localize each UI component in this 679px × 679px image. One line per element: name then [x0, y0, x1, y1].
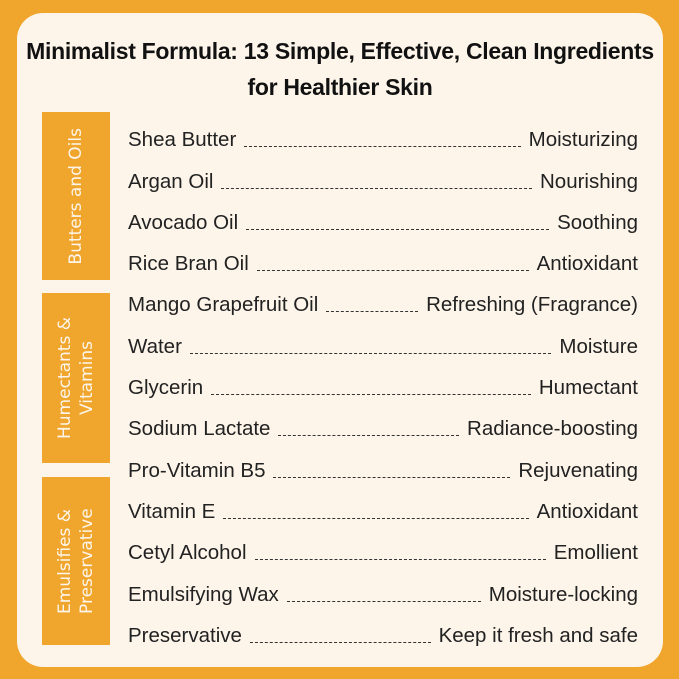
- ingredient-name: Emulsifying Wax: [128, 582, 279, 606]
- ingredient-name: Argan Oil: [128, 169, 214, 193]
- ingredient-name: Avocado Oil: [128, 210, 239, 234]
- ingredient-benefit: Moisture: [559, 334, 638, 358]
- ingredient-benefit: Rejuvenating: [518, 458, 638, 482]
- ingredient-row: Argan Oil Nourishing: [128, 156, 638, 197]
- ingredient-name: Pro-Vitamin B5: [128, 458, 266, 482]
- ingredient-list: Shea Butter Moisturizing Argan Oil Nourishi…: [128, 115, 638, 652]
- dotted-leader: [211, 394, 531, 396]
- ingredient-benefit: Emollient: [553, 541, 638, 565]
- dotted-leader: [254, 559, 546, 561]
- dotted-leader: [249, 641, 431, 643]
- ingredient-benefit: Humectant: [538, 376, 638, 400]
- dotted-leader: [189, 352, 552, 354]
- dotted-leader: [326, 311, 419, 313]
- category-butters-oils: Butters and Oils: [42, 112, 110, 280]
- ingredient-benefit: Soothing: [557, 210, 638, 234]
- dotted-leader: [244, 146, 521, 148]
- ingredient-row: Preservative Keep it fresh and safe: [128, 611, 638, 652]
- ingredient-row: Glycerin Humectant: [128, 363, 638, 404]
- dotted-leader: [273, 476, 511, 478]
- dotted-leader: [256, 270, 529, 272]
- category-label: Humectants & Vitamins: [55, 317, 97, 439]
- dotted-leader: [221, 187, 532, 189]
- ingredient-benefit: Radiance-boosting: [467, 417, 638, 441]
- ingredient-name: Water: [128, 334, 182, 358]
- ingredient-benefit: Antioxidant: [536, 252, 638, 276]
- page-title: Minimalist Formula: 13 Simple, Effective…: [26, 38, 654, 100]
- ingredient-name: Vitamin E: [128, 499, 216, 523]
- ingredient-row: Avocado Oil Soothing: [128, 198, 638, 239]
- ingredients-card: Minimalist Formula: 13 Simple, Effective…: [17, 13, 663, 667]
- ingredient-name: Shea Butter: [128, 128, 237, 152]
- ingredient-row: Emulsifying Wax Moisture-locking: [128, 569, 638, 610]
- ingredient-benefit: Nourishing: [540, 169, 638, 193]
- ingredient-benefit: Keep it fresh and safe: [438, 623, 638, 647]
- ingredient-row: Water Moisture: [128, 321, 638, 362]
- dotted-leader: [278, 435, 460, 437]
- ingredient-name: Cetyl Alcohol: [128, 541, 247, 565]
- ingredient-row: Rice Bran Oil Antioxidant: [128, 239, 638, 280]
- ingredient-row: Mango Grapefruit Oil Refreshing (Fragranc…: [128, 280, 638, 321]
- category-humectants-vitamins: Humectants & Vitamins: [42, 293, 110, 463]
- dotted-leader: [223, 517, 529, 519]
- ingredient-benefit: Moisturizing: [528, 128, 638, 152]
- dotted-leader: [246, 228, 550, 230]
- ingredient-name: Preservative: [128, 623, 242, 647]
- ingredient-name: Glycerin: [128, 376, 204, 400]
- ingredient-benefit: Refreshing (Fragrance): [426, 293, 638, 317]
- ingredient-row: Sodium Lactate Radiance-boosting: [128, 404, 638, 445]
- ingredient-benefit: Antioxidant: [536, 499, 638, 523]
- ingredient-row: Pro-Vitamin B5 Rejuvenating: [128, 445, 638, 486]
- ingredient-name: Rice Bran Oil: [128, 252, 249, 276]
- ingredient-row: Shea Butter Moisturizing: [128, 115, 638, 156]
- category-emulsifiers-preservative: Emulsifies & Preservative: [42, 477, 110, 645]
- ingredient-row: Cetyl Alcohol Emollient: [128, 528, 638, 569]
- ingredient-benefit: Moisture-locking: [488, 582, 638, 606]
- dotted-leader: [286, 600, 481, 602]
- ingredient-name: Mango Grapefruit Oil: [128, 293, 319, 317]
- category-label: Emulsifies & Preservative: [55, 508, 97, 614]
- category-label: Butters and Oils: [66, 127, 86, 265]
- ingredient-name: Sodium Lactate: [128, 417, 271, 441]
- ingredient-row: Vitamin E Antioxidant: [128, 487, 638, 528]
